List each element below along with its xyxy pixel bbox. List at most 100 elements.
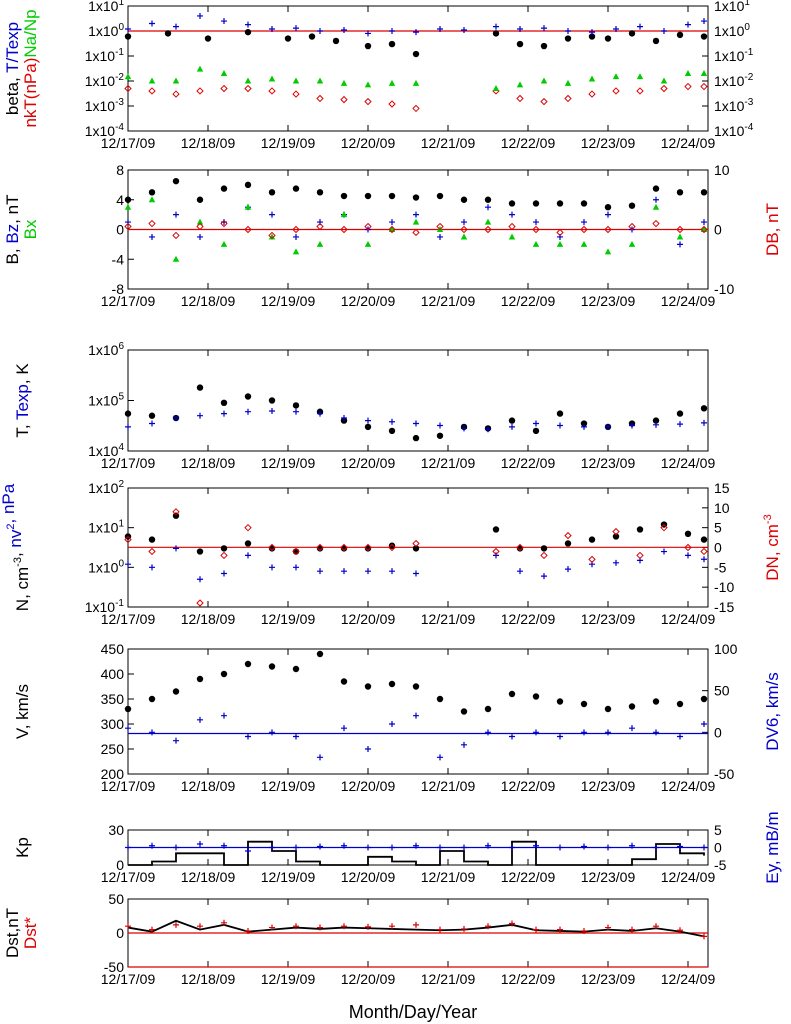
data-point-nv2 [413,570,419,577]
data-point-Dst* [509,920,515,927]
data-point-Bz [461,219,467,226]
x-tick-label: 12/23/09 [581,455,636,471]
data-point-beta [628,30,636,37]
data-point-nv2 [245,552,251,559]
data-point-Bz [533,219,539,226]
y2-tick-label: 10 [714,500,730,516]
data-point-DB [172,231,180,240]
y2-tick-label: -5 [714,857,727,873]
data-point-T/Texp [389,28,395,34]
data-point-beta [700,33,708,40]
data-point-beta [412,50,420,58]
data-point-T [124,410,132,417]
data-point-B [364,192,372,200]
data-point-Bx [628,240,636,247]
data-point-Bx [364,240,372,247]
data-point-DB [604,225,612,234]
data-point-T/Texp [589,29,595,36]
data-point-DN [540,551,548,560]
x-tick-label: 12/22/09 [501,293,556,309]
data-point-Ey [509,844,515,851]
y-tick-label: 1x100 [88,558,124,575]
data-point-Texp [437,422,443,429]
y2-tick-label: 50 [714,683,730,699]
data-point-Bx [340,211,348,218]
data-point-T [532,427,540,435]
data-point-Bz [173,211,179,218]
x-tick-label: 12/19/09 [261,455,316,471]
x-tick-label: 12/20/09 [341,778,396,794]
right-axis-title: Ey, mB/m [763,811,782,883]
x-tick-label: 12/20/09 [341,869,396,885]
data-point-Bx [652,203,660,210]
panel-1: 1x10-4 1x10-3 1x10-2 1x10-1 1x100 1x101 1x10-4… [3,0,754,151]
data-point-Bx [316,240,324,247]
data-point-N [612,533,620,540]
data-point-DB [556,228,564,237]
data-point-Dst* [485,923,491,930]
y-axis-title: T, Texp, K [13,363,32,438]
data-point-DB [124,222,132,231]
y-tick-label: 1x10-3 [85,97,125,114]
x-tick-label: 12/22/09 [501,869,556,885]
data-point-Bx [124,203,132,210]
data-point-Na/Np [196,65,204,72]
data-point-beta [284,35,292,42]
y-axis-title: Kp [13,837,32,858]
x-tick-label: 12/23/09 [581,135,636,151]
data-point-B [172,177,180,185]
data-point-DV6 [317,754,323,761]
data-point-nv2 [565,566,571,573]
data-point-DN [412,539,420,548]
data-point-DB [388,225,396,234]
data-point-nv2 [173,545,179,552]
x-tick-label: 12/24/09 [661,611,716,627]
data-point-B [604,203,612,211]
y-tick-label: 250 [101,741,125,757]
data-point-Na/Np [540,77,548,84]
data-point-Na/Np [564,79,572,86]
data-point-B [460,196,468,203]
data-point-B [244,181,252,189]
data-point-nv2 [197,576,203,583]
y-tick-label: 200 [101,766,125,782]
data-point-DN [268,543,276,552]
y2-tick-label: -50 [714,766,734,782]
data-point-B [124,196,132,203]
data-point-nkT(nPa) [412,104,420,113]
y-tick-label: 350 [101,691,125,707]
data-point-Bz [653,196,659,203]
data-point-Ey [677,843,683,850]
data-point-Dst* [629,926,635,933]
data-point-B [652,185,660,192]
x-tick-label: 12/24/09 [661,455,716,471]
x-tick-label: 12/21/09 [421,971,476,987]
data-point-beta [124,33,132,40]
right-axis-title: DV6, km/s [763,672,782,750]
y2-tick-label: 1x100 [714,22,750,39]
y-tick-label: 8 [116,162,124,178]
series-DV6 [125,712,707,761]
series-B [124,177,708,211]
data-point-DV6 [653,729,659,736]
data-point-V [436,695,444,703]
data-point-Na/Np [388,79,396,86]
data-point-V [148,695,156,703]
x-tick-label: 12/22/09 [501,778,556,794]
data-point-N [268,545,276,552]
x-tick-label: 12/22/09 [501,971,556,987]
data-point-N [172,512,180,519]
data-point-T/Texp [197,12,203,19]
data-point-T/Texp [661,28,667,34]
data-point-T [556,410,564,417]
data-point-V [364,683,372,690]
y-tick-label: 0 [116,222,124,238]
data-point-B [412,194,420,201]
data-point-Dst* [677,927,683,934]
y2-tick-label: 1x10-1 [714,47,754,64]
data-point-DV6 [533,729,539,736]
data-point-T [364,423,372,431]
x-tick-label: 12/20/09 [341,971,396,987]
data-point-DV6 [341,725,347,732]
x-tick-label: 12/18/09 [181,455,236,471]
